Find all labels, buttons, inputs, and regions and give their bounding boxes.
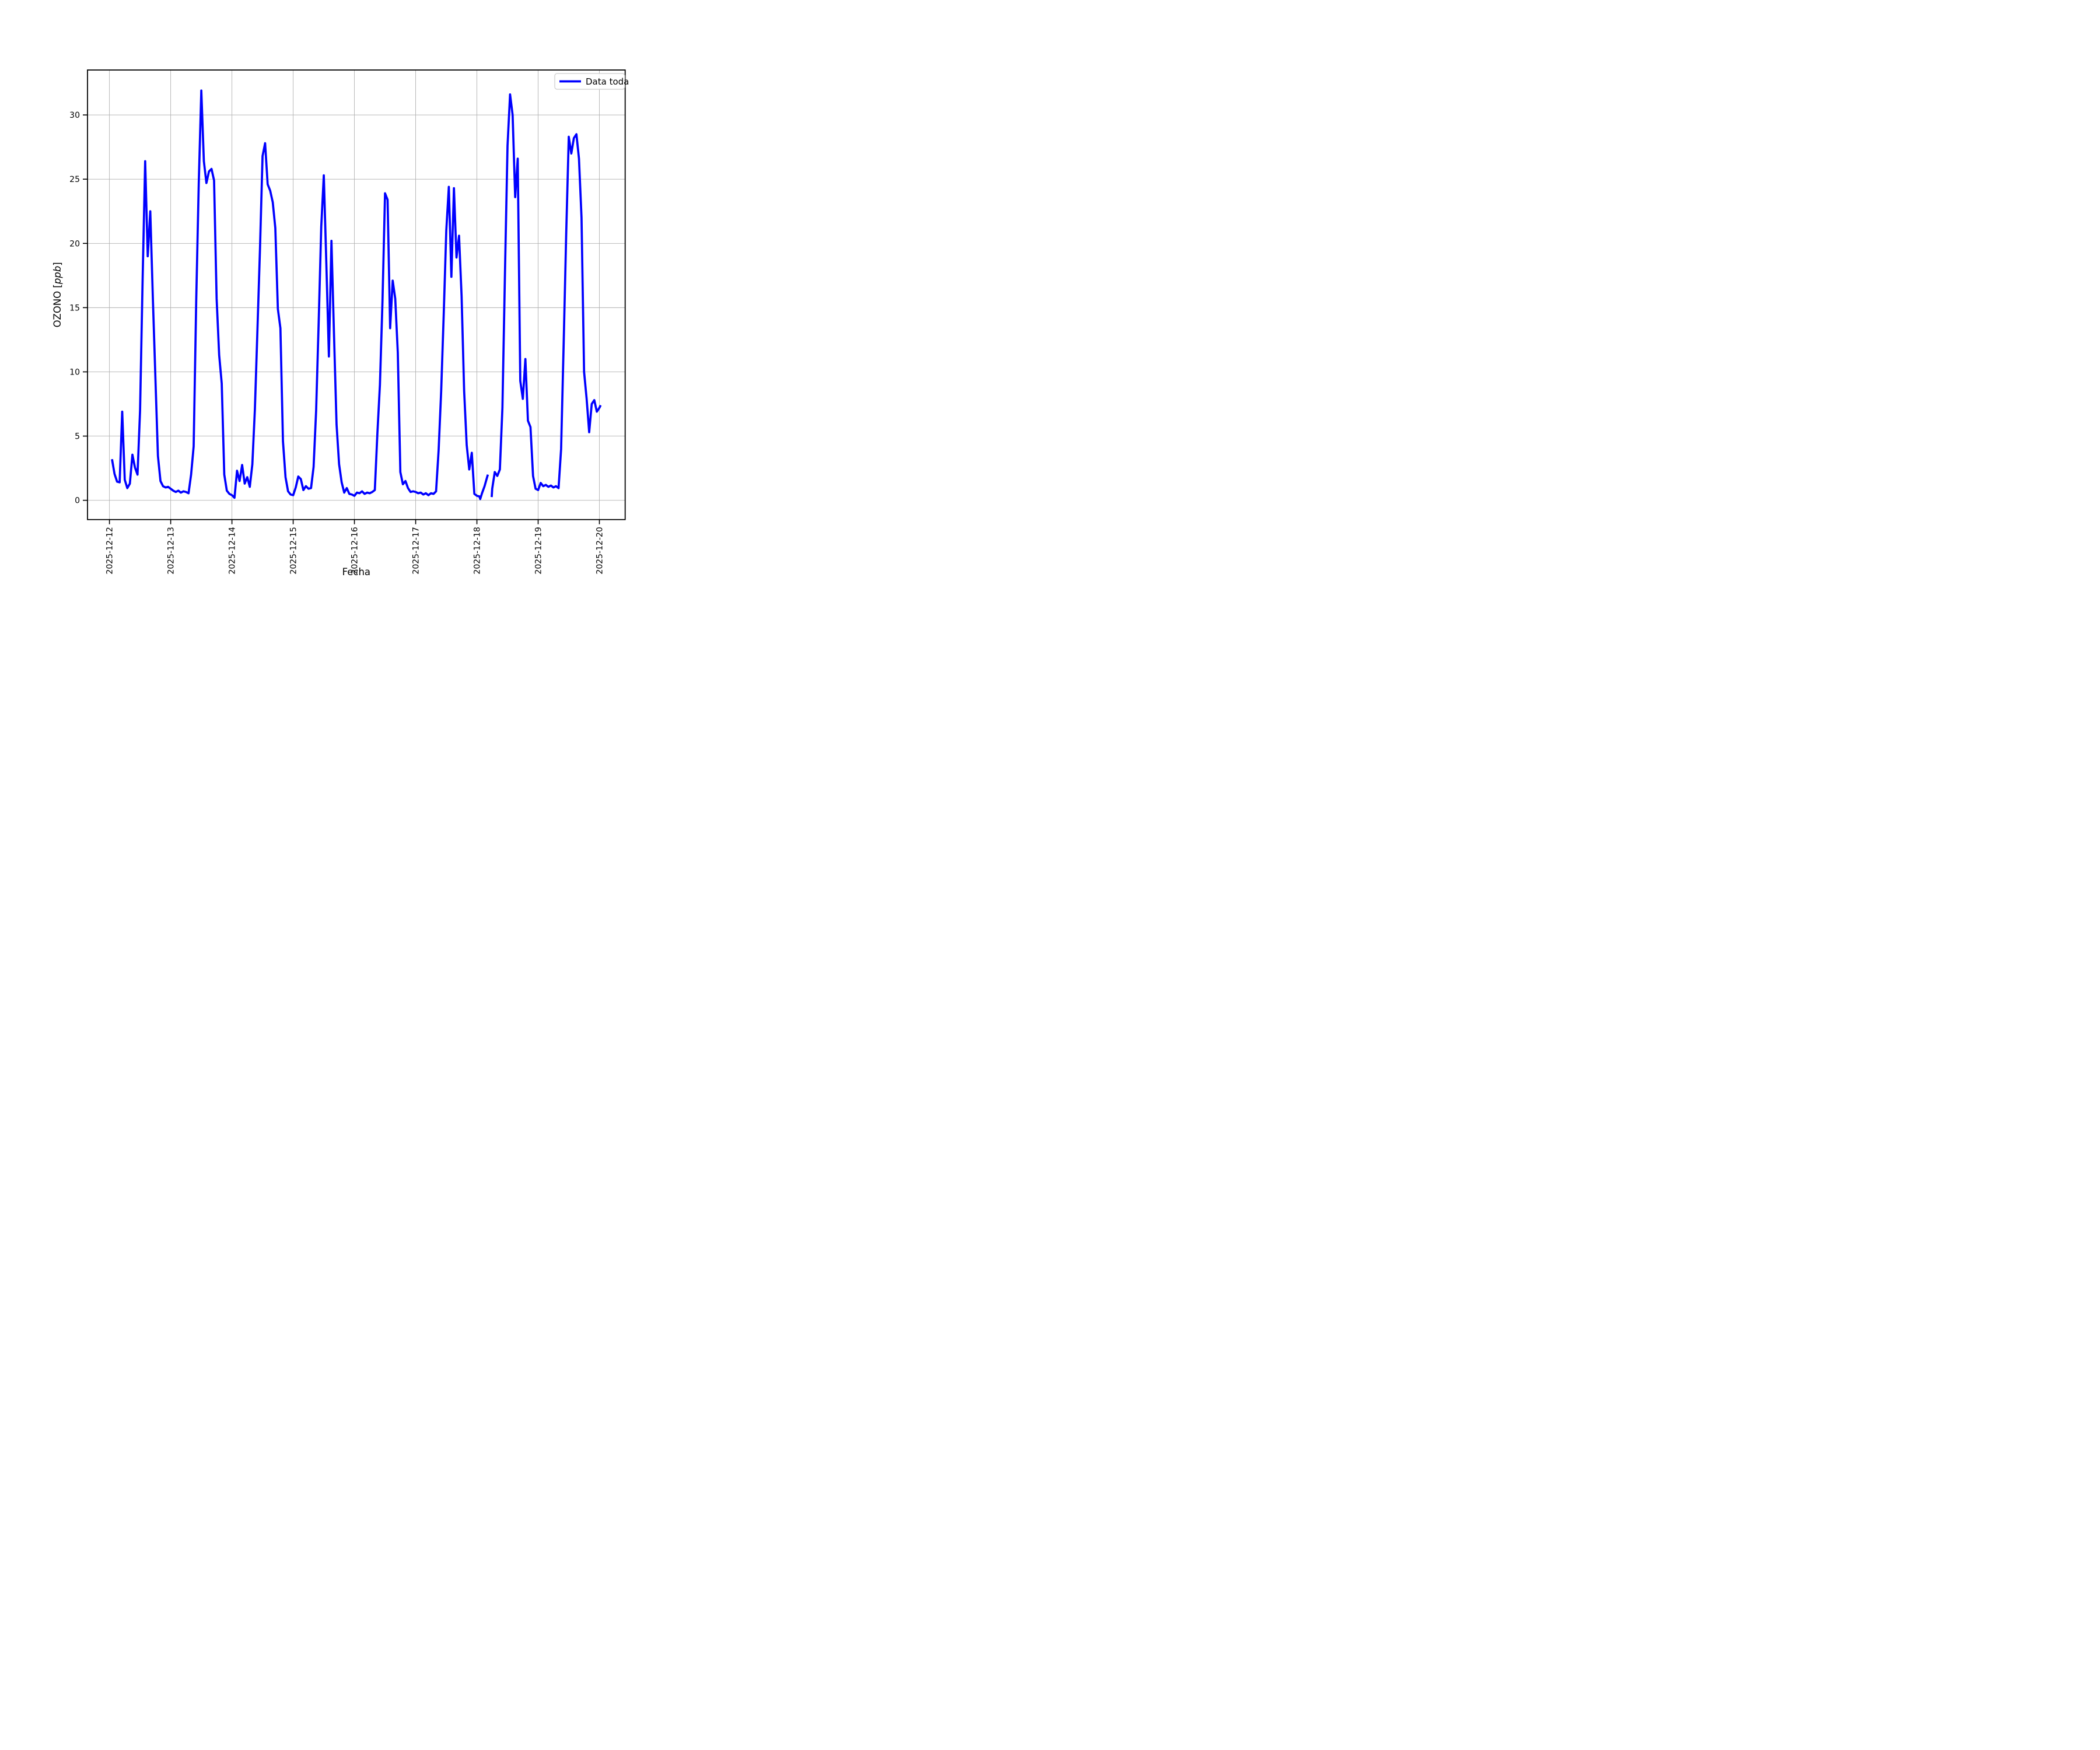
x-tick-label: 2025-12-13 xyxy=(167,527,176,574)
data-line-series xyxy=(491,93,602,498)
x-tick-label: 2025-12-14 xyxy=(228,527,237,574)
x-tick-label: 2025-12-15 xyxy=(289,527,299,574)
y-tick-label: 15 xyxy=(69,303,80,313)
x-tick-label: 2025-12-17 xyxy=(412,527,421,574)
y-tick-label: 30 xyxy=(69,111,80,120)
x-tick-label: 2025-12-19 xyxy=(534,527,544,574)
ticks xyxy=(83,114,600,524)
ozone-time-series-figure: 2025-12-12 2025-12-13 2025-12-14 2025-12-15… xyxy=(0,0,700,583)
y-tick-label: 25 xyxy=(69,175,80,184)
chart-canvas: 2025-12-12 2025-12-13 2025-12-14 2025-12-15… xyxy=(52,69,629,578)
y-tick-label: 20 xyxy=(69,239,80,249)
plot-area xyxy=(88,70,625,520)
x-tick-label: 2025-12-16 xyxy=(351,527,360,574)
y-axis-label: OZONO [ppb] xyxy=(52,262,63,327)
x-tick-label: 2025-12-18 xyxy=(473,527,482,574)
x-axis-label: Fecha xyxy=(342,566,370,578)
y-tick-label: 0 xyxy=(75,496,80,506)
plot-border xyxy=(87,69,626,520)
y-tick-label: 10 xyxy=(69,368,80,377)
tick-labels: 2025-12-12 2025-12-13 2025-12-14 2025-12-15… xyxy=(69,111,604,575)
grid xyxy=(88,70,625,520)
legend: Data toda xyxy=(554,73,629,90)
data-line-series xyxy=(111,89,489,501)
y-tick-label: 5 xyxy=(75,432,80,442)
x-tick-label: 2025-12-12 xyxy=(106,527,115,574)
legend-label: Data toda xyxy=(586,76,629,87)
legend-box xyxy=(554,73,625,90)
x-tick-label: 2025-12-20 xyxy=(596,527,605,574)
